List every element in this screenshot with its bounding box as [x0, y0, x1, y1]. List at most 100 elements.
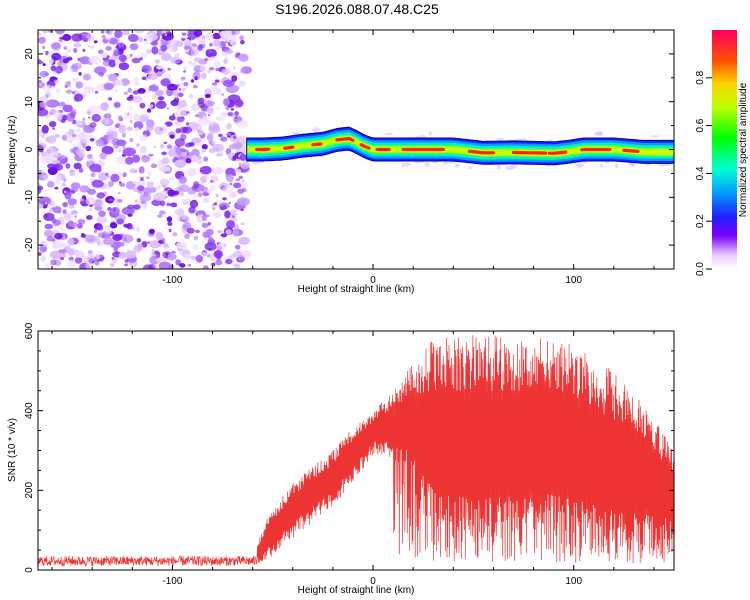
- noise-speckle: [39, 70, 49, 78]
- noise-speckle: [201, 214, 207, 221]
- noise-speckle: [211, 262, 216, 267]
- noise-speckle: [170, 202, 178, 208]
- noise-speckle: [68, 128, 75, 136]
- noise-speckle: [108, 97, 113, 101]
- noise-speckle: [150, 41, 156, 46]
- noise-speckle: [70, 169, 74, 173]
- noise-speckle: [151, 46, 159, 55]
- noise-speckle: [76, 223, 83, 229]
- noise-speckle: [108, 59, 116, 68]
- noise-speckle: [161, 157, 170, 165]
- noise-speckle: [225, 123, 232, 130]
- noise-speckle: [209, 66, 215, 71]
- noise-speckle: [38, 132, 42, 137]
- noise-speckle: [55, 87, 61, 94]
- noise-speckle: [213, 88, 221, 95]
- noise-speckle: [146, 181, 154, 188]
- noise-speckle: [195, 254, 204, 263]
- noise-speckle: [225, 174, 234, 182]
- noise-speckle: [226, 152, 230, 156]
- noise-speckle: [190, 103, 200, 112]
- noise-speckle: [202, 115, 207, 120]
- noise-speckle: [240, 208, 245, 212]
- noise-speckle: [201, 186, 209, 195]
- noise-speckle: [166, 202, 171, 207]
- noise-speckle: [181, 214, 188, 220]
- snr-panel: -100 0 100 0 200 400 600 Height of straight li…: [7, 322, 675, 596]
- noise-speckle: [142, 264, 154, 269]
- noise-speckle: [190, 62, 196, 67]
- noise-speckle: [208, 148, 216, 154]
- noise-speckle: [155, 231, 164, 241]
- noise-speckle: [38, 32, 41, 36]
- noise-speckle: [54, 133, 60, 138]
- colorbar-tick-label: 0.4: [695, 166, 706, 180]
- noise-speckle: [178, 88, 182, 91]
- noise-speckle: [233, 263, 241, 268]
- noise-speckle: [82, 143, 87, 149]
- noise-speckle: [167, 189, 176, 197]
- noise-speckle: [113, 101, 121, 108]
- noise-speckle: [135, 81, 140, 86]
- noise-speckle: [118, 54, 127, 62]
- noise-speckle: [145, 49, 152, 54]
- noise-speckle: [82, 117, 86, 121]
- noise-speckle: [184, 253, 191, 261]
- noise-speckle: [191, 43, 197, 48]
- noise-speckle: [192, 244, 198, 251]
- noise-speckle: [65, 163, 71, 169]
- noise-speckle: [125, 156, 134, 165]
- noise-speckle: [212, 211, 222, 218]
- noise-speckle: [106, 230, 112, 235]
- noise-speckle: [64, 84, 68, 89]
- noise-speckle: [147, 241, 151, 244]
- noise-speckle: [70, 182, 81, 190]
- noise-speckle: [122, 172, 127, 178]
- noise-speckle: [184, 233, 191, 240]
- noise-speckle: [187, 60, 192, 64]
- spectrogram-x-axis-title: Height of straight line (km): [298, 284, 415, 295]
- noise-speckle: [103, 82, 114, 91]
- noise-speckle: [159, 210, 166, 215]
- noise-speckle: [226, 220, 235, 229]
- noise-speckle: [108, 37, 118, 45]
- noise-speckle: [67, 49, 71, 53]
- noise-speckle: [60, 257, 64, 261]
- noise-speckle: [172, 232, 178, 237]
- noise-speckle: [80, 233, 85, 237]
- noise-speckle: [93, 40, 98, 44]
- noise-speckle: [161, 53, 172, 62]
- noise-speckle: [91, 113, 102, 123]
- noise-speckle: [52, 206, 62, 214]
- noise-speckle: [138, 166, 145, 174]
- noise-speckle: [147, 73, 158, 80]
- ridge-peak-segment: [547, 150, 568, 155]
- noise-speckle: [162, 243, 169, 248]
- noise-speckle: [185, 158, 192, 164]
- noise-speckle: [88, 238, 94, 242]
- noise-speckle: [91, 179, 104, 188]
- noise-speckle: [45, 50, 49, 56]
- noise-speckle: [220, 116, 225, 121]
- noise-speckle: [234, 244, 241, 250]
- noise-speckle: [139, 57, 143, 61]
- y-tick-label: 10: [24, 96, 35, 108]
- noise-speckle: [63, 46, 68, 50]
- noise-speckle: [77, 143, 83, 149]
- x-tick-label: 0: [370, 275, 376, 286]
- noise-speckle: [38, 185, 44, 191]
- noise-speckle: [63, 190, 67, 194]
- noise-speckle: [51, 52, 62, 61]
- noise-speckle: [242, 179, 245, 182]
- noise-speckle: [205, 228, 214, 236]
- noise-speckle: [114, 251, 118, 255]
- noise-speckle: [204, 58, 209, 62]
- noise-speckle: [42, 174, 49, 180]
- noise-speckle: [56, 61, 62, 66]
- noise-speckle: [49, 250, 63, 260]
- noise-speckle: [46, 179, 50, 182]
- noise-speckle: [188, 142, 195, 147]
- noise-speckle: [186, 167, 197, 177]
- noise-speckle: [228, 144, 236, 150]
- noise-speckle: [233, 135, 237, 140]
